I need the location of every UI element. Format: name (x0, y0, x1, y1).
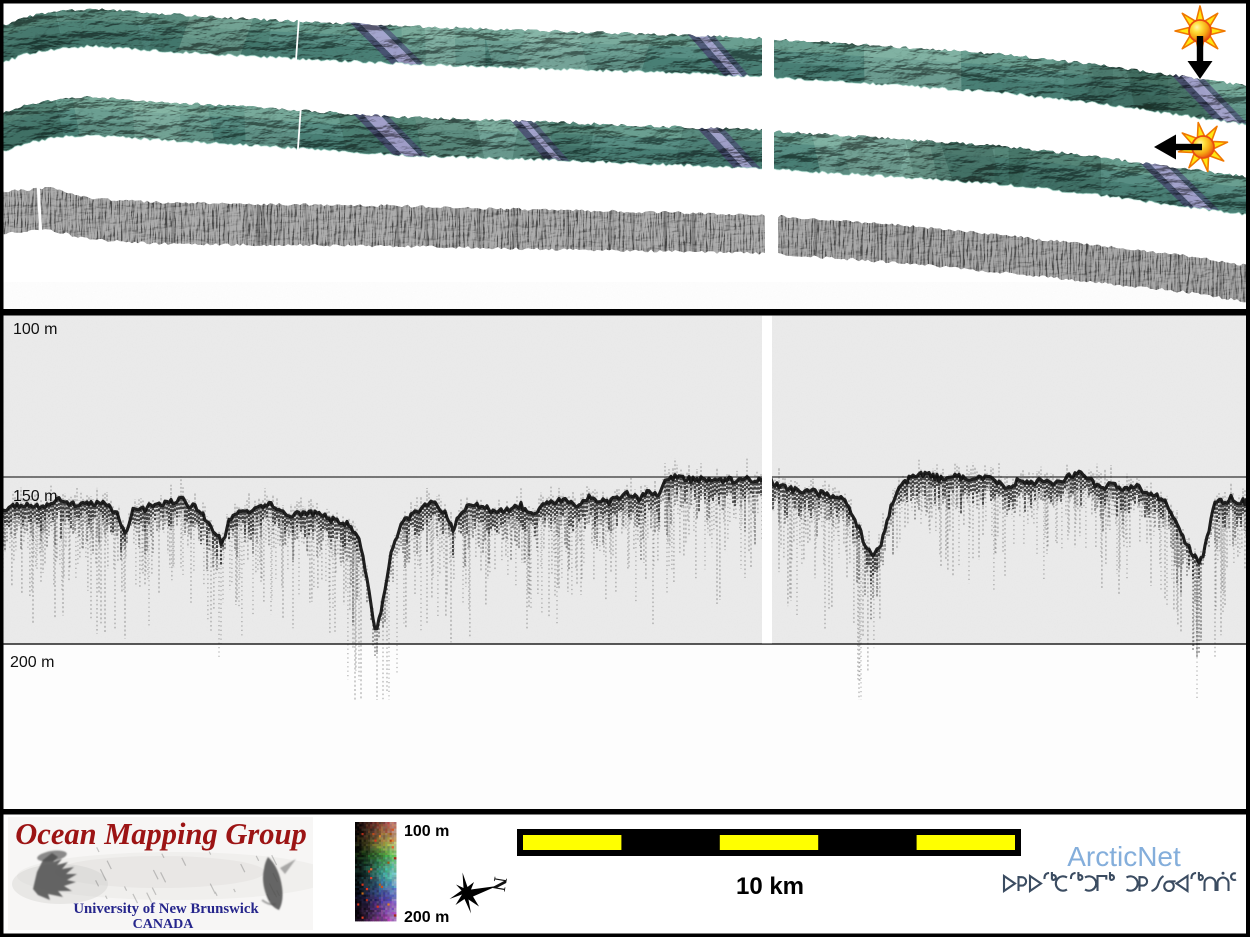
svg-text:N: N (487, 875, 510, 892)
svg-text:150 m: 150 m (13, 488, 57, 505)
svg-text:10 km: 10 km (736, 873, 804, 900)
svg-text:200 m: 200 m (10, 654, 54, 671)
svg-text:ArcticNet: ArcticNet (1067, 841, 1181, 872)
svg-text:Ocean Mapping Group: Ocean Mapping Group (15, 817, 306, 851)
svg-text:200 m: 200 m (404, 909, 449, 926)
svg-text:CANADA: CANADA (133, 917, 195, 932)
svg-text:100 m: 100 m (404, 823, 449, 840)
svg-text:University of New Brunswick: University of New Brunswick (73, 901, 259, 917)
svg-text:100 m: 100 m (13, 321, 57, 338)
